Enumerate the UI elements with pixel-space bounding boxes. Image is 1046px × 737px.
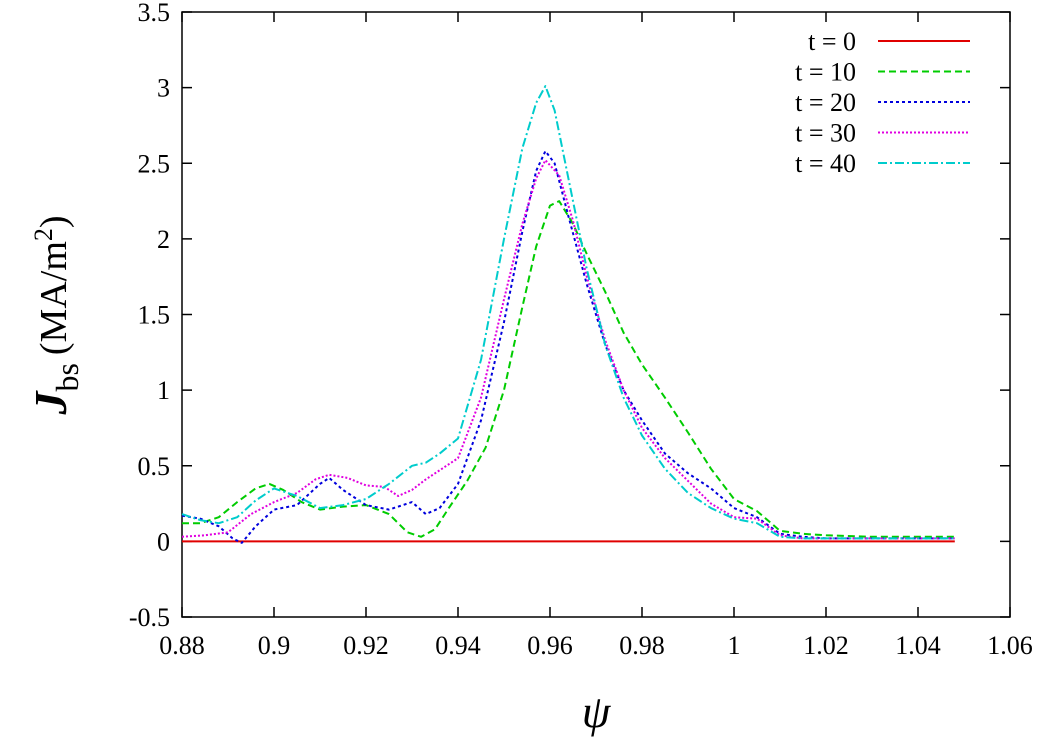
y-tick-label: 2.5 — [138, 149, 171, 178]
tick-marks — [181, 11, 1011, 618]
y-axis-label-main: J — [25, 390, 76, 416]
y-tick-label: -0.5 — [129, 603, 170, 632]
x-tick-label: 0.88 — [159, 631, 205, 660]
y-axis-label-units: (MA/m — [33, 241, 75, 355]
y-tick-label: 3.5 — [138, 0, 171, 27]
x-tick-label: 0.9 — [258, 631, 291, 660]
x-axis-label: ψ — [582, 686, 612, 737]
tick-labels: 0.88 0.9 0.92 0.94 0.96 0.98 1 1.02 1.04 1.06 -0.5… — [129, 0, 1033, 660]
y-tick-label: 1 — [157, 376, 170, 405]
series-lines — [181, 85, 955, 544]
x-tick-label: 1.06 — [987, 631, 1033, 660]
y-tick-label: 2 — [157, 225, 170, 254]
y-axis-label-sub: bs — [49, 363, 85, 391]
x-tick-label: 0.92 — [343, 631, 389, 660]
x-tick-label: 1 — [728, 631, 741, 660]
series-line-4 — [181, 85, 955, 540]
legend-label-1: t = 10 — [795, 58, 856, 87]
y-tick-label: 0 — [157, 527, 170, 556]
y-tick-label: 1.5 — [138, 301, 171, 330]
legend-label-4: t = 40 — [795, 149, 856, 178]
x-tick-label: 0.94 — [435, 631, 481, 660]
legend-label-0: t = 0 — [808, 27, 856, 56]
y-tick-label: 3 — [157, 74, 170, 103]
y-tick-label: 0.5 — [138, 452, 171, 481]
legend: t = 0t = 10t = 20t = 30t = 40 — [795, 27, 970, 178]
series-line-2 — [181, 150, 955, 544]
y-axis-label-units-sup: 2 — [29, 228, 58, 241]
y-axis-label: Jbs (MA/m2) — [25, 215, 85, 415]
legend-label-3: t = 30 — [795, 119, 856, 148]
x-tick-label: 1.04 — [895, 631, 941, 660]
x-tick-label: 0.98 — [619, 631, 665, 660]
y-axis-label-units-close: ) — [33, 215, 75, 228]
series-line-1 — [182, 200, 955, 538]
x-tick-label: 1.02 — [803, 631, 849, 660]
legend-label-2: t = 20 — [795, 88, 856, 117]
x-tick-label: 0.96 — [527, 631, 573, 660]
